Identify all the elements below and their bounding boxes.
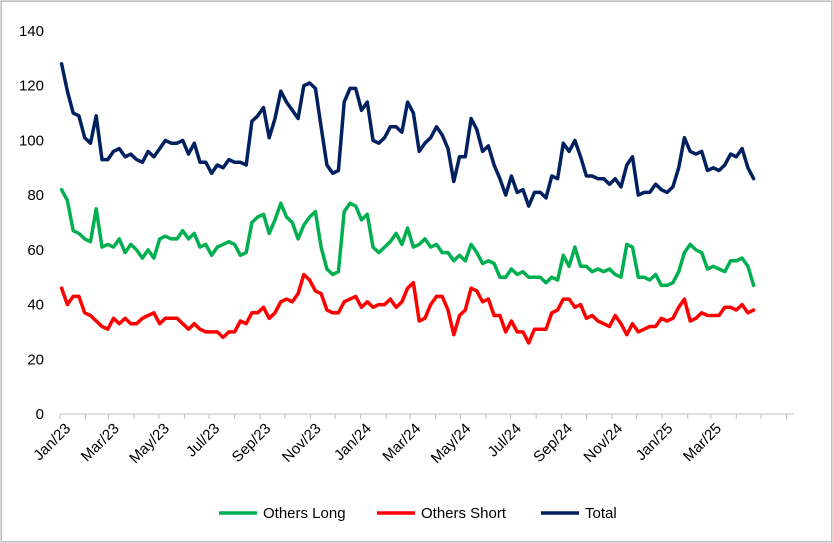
y-tick-label-80: 80 (27, 187, 44, 204)
series-line-total (59, 62, 756, 208)
x-tick-label: May/24 (428, 420, 475, 467)
x-tick-label: Mar/24 (379, 420, 424, 465)
legend-label-others-short: Others Short (421, 505, 507, 522)
legend: Others Long Others Short Total (219, 505, 617, 522)
y-tick-label-0: 0 (36, 406, 44, 423)
x-tick-label: Nov/24 (580, 420, 626, 466)
x-tick-label: Jul/23 (183, 420, 223, 460)
legend-label-total: Total (585, 505, 617, 522)
series-lines (59, 62, 756, 345)
x-tick-label: Jan/23 (30, 420, 74, 464)
y-tick-label-60: 60 (27, 242, 44, 259)
x-tick-label: May/23 (126, 420, 173, 467)
y-tick-label-120: 120 (19, 78, 44, 95)
x-tick-label: Sep/24 (530, 420, 576, 466)
y-axis-tick-labels: 0 20 40 60 80 100 120 140 (19, 23, 44, 423)
y-tick-label-20: 20 (27, 351, 44, 368)
y-tick-label-100: 100 (19, 132, 44, 149)
x-tick-label: Jan/24 (331, 420, 375, 464)
series-line-others-long (59, 187, 756, 288)
x-tick-label: Jan/25 (633, 420, 677, 464)
x-tick-label: Mar/23 (78, 420, 123, 465)
x-tick-label: Mar/25 (680, 420, 725, 465)
x-axis: Jan/23 Mar/23 May/23 Jul/23 Sep/23 Nov/23 Jan/… (30, 413, 794, 467)
legend-label-others-long: Others Long (263, 505, 346, 522)
x-tick-label: Nov/23 (279, 420, 325, 466)
series-line-others-short (59, 272, 756, 345)
x-tick-label: Sep/23 (229, 420, 275, 466)
y-tick-label-40: 40 (27, 297, 44, 314)
y-tick-label-140: 140 (19, 23, 44, 40)
x-tick-label: Jul/24 (484, 420, 524, 460)
